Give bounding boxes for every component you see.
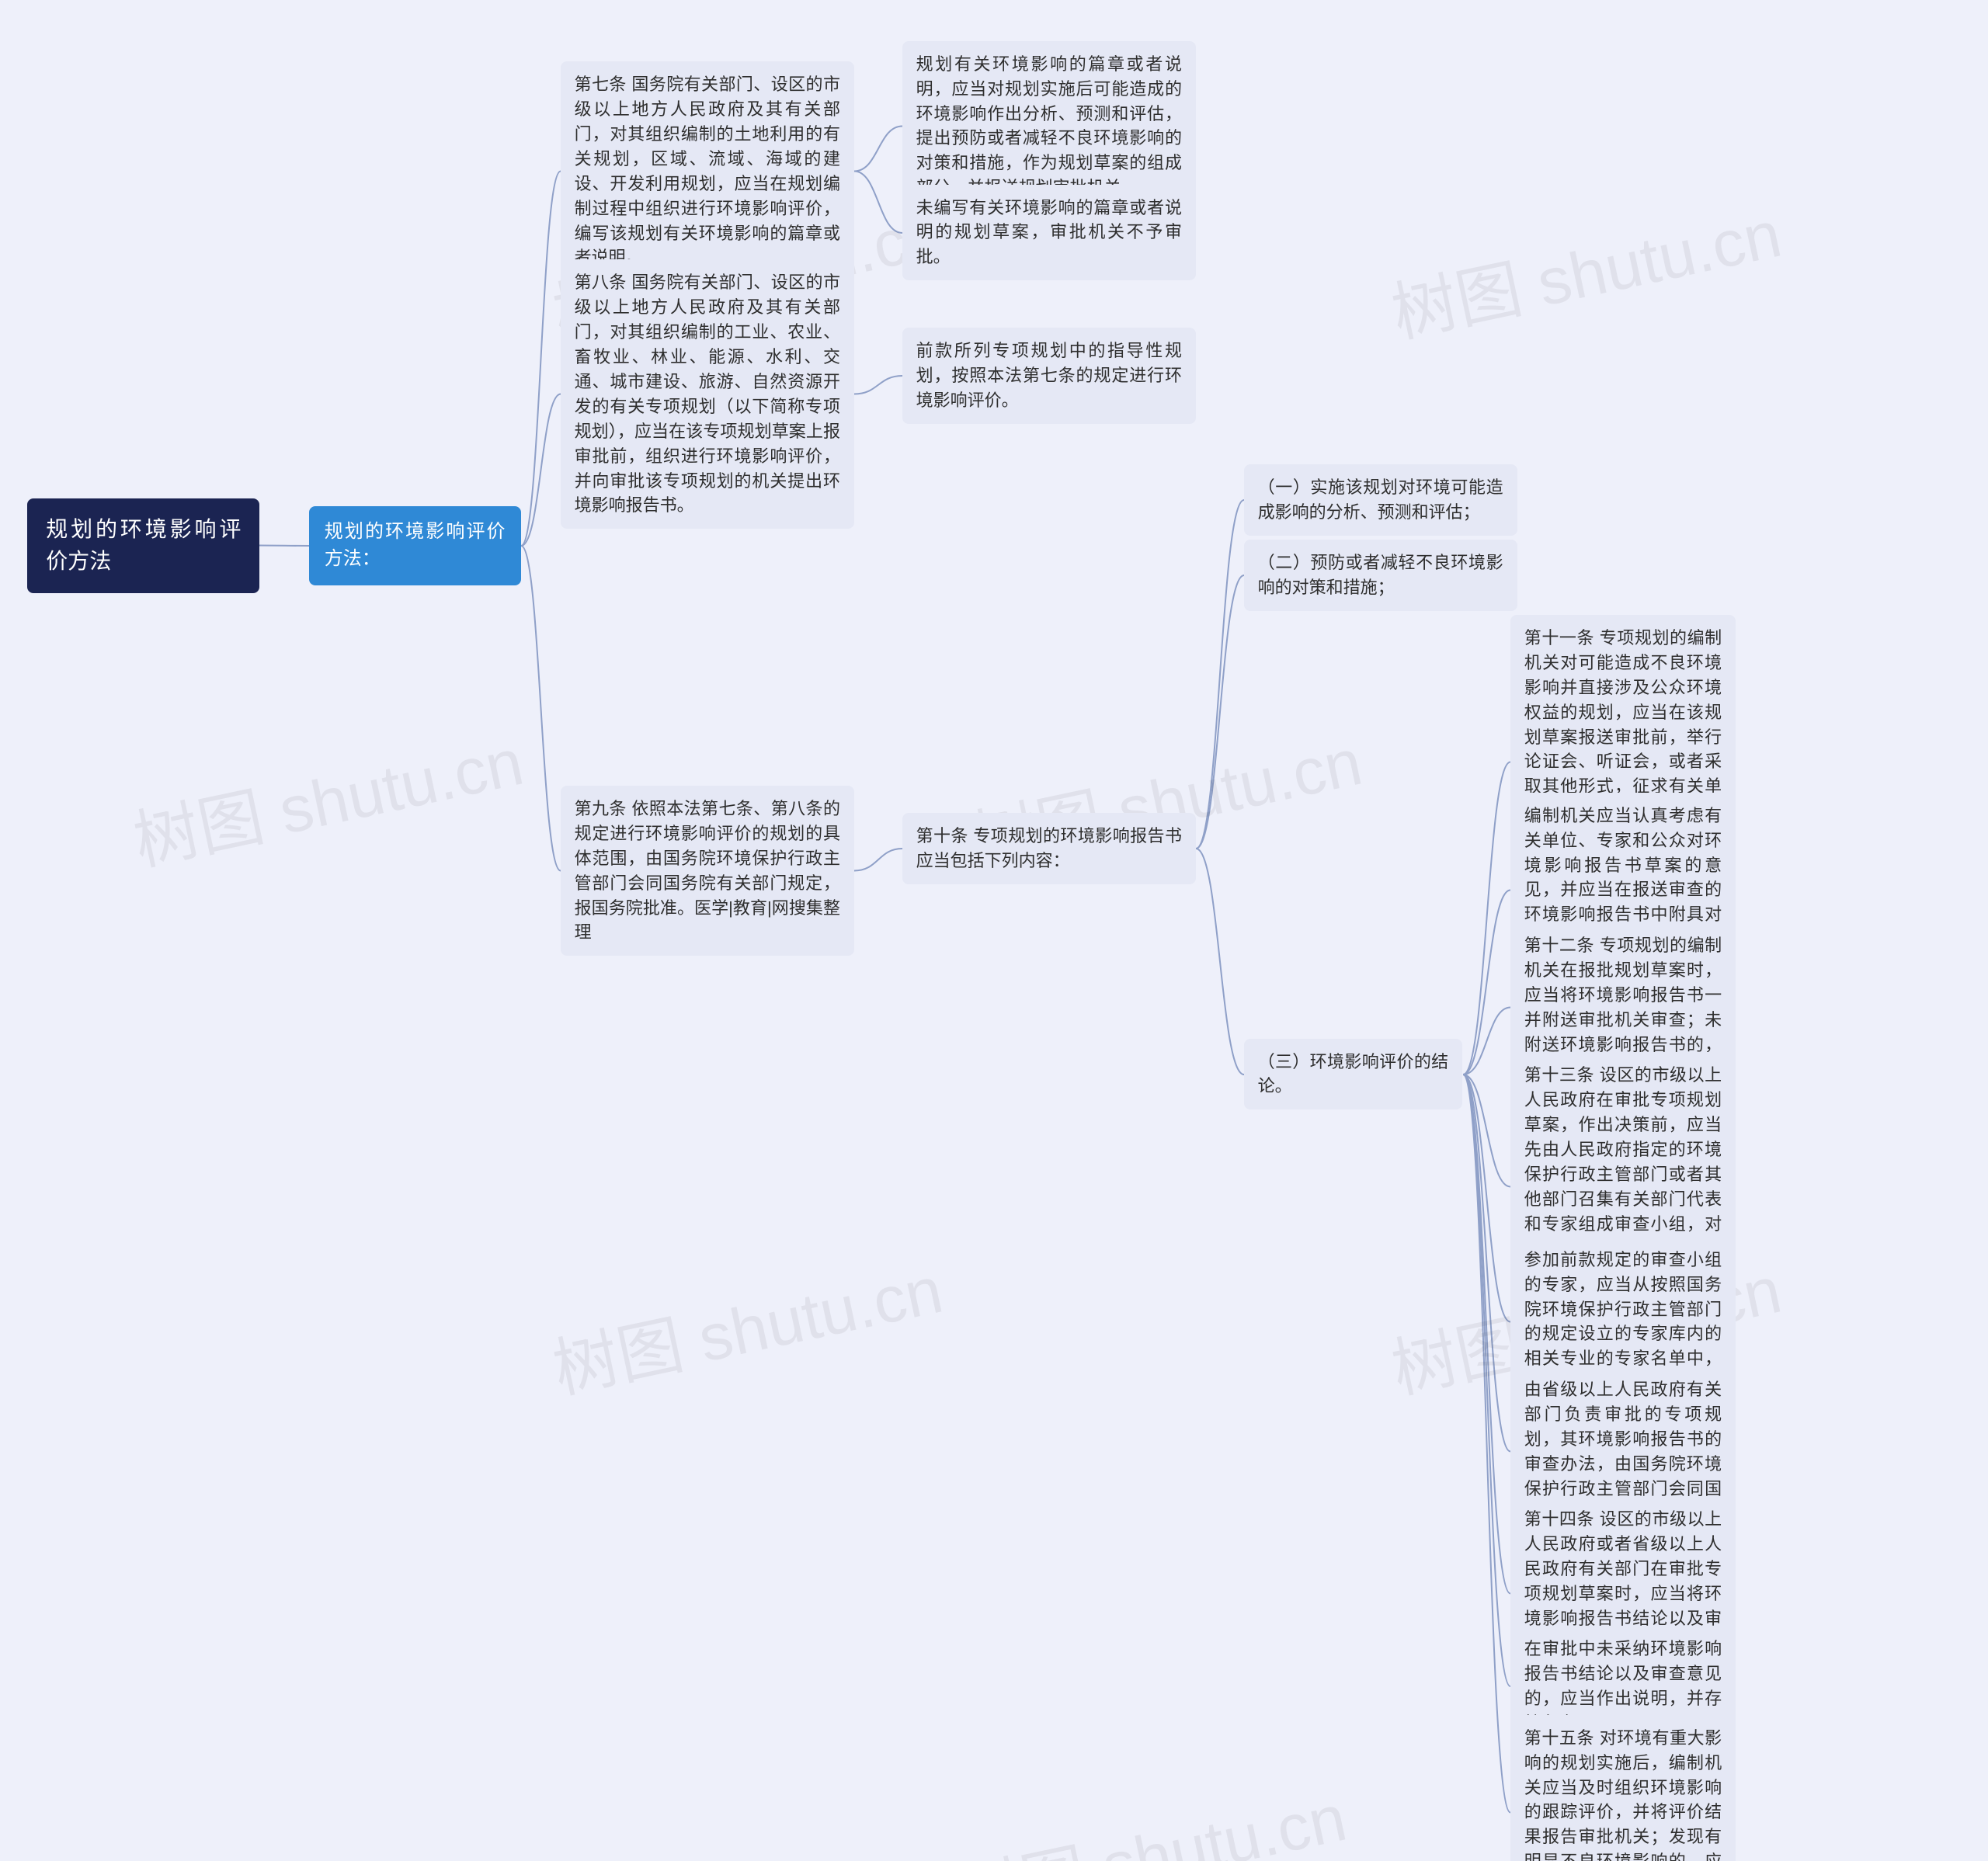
node-n3d: 第十条 专项规划的环境影响报告书应当包括下列内容：: [902, 813, 1196, 884]
node-n2b: 第八条 国务院有关部门、设区的市级以上地方人民政府及其有关部门，对其组织编制的工…: [561, 259, 854, 529]
watermark: 树图 shutu.cn: [947, 1766, 1354, 1861]
mindmap-canvas: 树图 shutu.cn 树图 shutu.cn 树图 shutu.cn 树图 shut…: [0, 0, 1988, 1861]
node-n2c: 第九条 依照本法第七条、第八条的规定进行环境影响评价的规划的具体范围，由国务院环…: [561, 786, 854, 956]
node-n2a: 第七条 国务院有关部门、设区的市级以上地方人民政府及其有关部门，对其组织编制的土…: [561, 61, 854, 281]
node-root: 规划的环境影响评价方法: [27, 498, 259, 592]
watermark: 树图 shutu.cn: [124, 710, 530, 884]
node-n3c: 前款所列专项规划中的指导性规划，按照本法第七条的规定进行环境影响评价。: [902, 328, 1196, 424]
watermark: 树图 shutu.cn: [1382, 182, 1788, 356]
node-n3b: 未编写有关环境影响的篇章或者说明的规划草案，审批机关不予审批。: [902, 185, 1196, 281]
node-n1: 规划的环境影响评价方法：: [309, 506, 521, 585]
node-n4c: （三）环境影响评价的结论。: [1244, 1039, 1463, 1110]
node-n4a: （一）实施该规划对环境可能造成影响的分析、预测和评估；: [1244, 464, 1517, 536]
node-n4b: （二）预防或者减轻不良环境影响的对策和措施；: [1244, 540, 1517, 611]
watermark: 树图 shutu.cn: [544, 1238, 950, 1411]
node-n5i: 第十五条 对环境有重大影响的规划实施后，编制机关应当及时组织环境影响的跟踪评价，…: [1510, 1715, 1736, 1861]
